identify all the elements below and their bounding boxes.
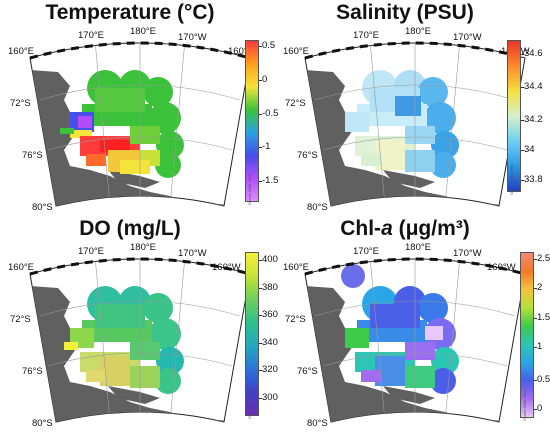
colorbar-tick-mark [521,86,524,88]
colorbar-tick-mark [259,287,262,289]
lon-label-180e: 180°E [130,26,156,37]
panel-title: Temperature (°C) [45,1,215,24]
colorbar-tick-label: 360 [262,309,278,321]
colorbar-tick-mark [534,288,537,290]
salinity-field [345,70,459,178]
colorbar-tick-label: 2.5 [537,252,550,264]
map-temperature [29,41,251,207]
lon-label-160w: 160°W [228,46,257,57]
do-field [64,286,184,394]
lat-label-72s: 72°S [10,98,31,109]
lon-label-170w: 170°W [453,248,482,259]
colorbar-tick-mark [259,397,262,399]
colorbar-tick-mark [259,46,262,48]
panel-title: Salinity (PSU) [336,1,474,24]
colorbar-tick-mark [259,180,262,182]
lon-label-170e: 170°E [353,246,379,257]
panel-title: Chl-a (μg/m³) [340,217,470,240]
panel-do: DO (mg/L) [0,216,278,432]
colorbar-tick-label: 34.4 [524,80,543,92]
colorbar-tick-mark [521,53,524,55]
colorbar-tick-label: 400 [262,254,278,266]
colorbar-tick-mark [259,80,262,81]
panel-chla: Chl-a (μg/m³) [275,216,550,432]
colorbar-tick-label: 0.5 [537,373,550,385]
lat-label-80s: 80°S [32,418,53,429]
colorbar-tick-mark [534,347,537,349]
lon-label-160e: 160°E [283,46,309,57]
lat-label-80s: 80°S [307,418,328,429]
colorbar-tick-label: 34.6 [524,47,543,59]
colorbar-tick-label: -1 [262,141,271,153]
temperature-field [60,70,184,178]
lat-label-76s: 76°S [297,366,318,377]
lat-label-80s: 80°S [307,202,328,213]
lon-label-170e: 170°E [78,246,104,257]
colorbar-tick-label: -1.5 [262,174,279,186]
lat-label-80s: 80°S [32,202,53,213]
colorbar-tick-label: 1 [537,341,543,353]
colorbar-tick-mark [259,370,262,372]
colorbar-tick-label: 380 [262,281,278,293]
lon-label-170e: 170°E [353,30,379,41]
colorbar-tick-mark [534,379,537,381]
colorbar-tick-label: 33.8 [524,173,543,185]
colorbar-tick-label: -0.5 [262,107,279,119]
colorbar-credit: Ocean Data View [509,163,514,195]
lon-label-170w: 170°W [178,32,207,43]
colorbar-tick-label: 34.2 [524,113,543,125]
colorbar-tick-label: 300 [262,391,278,403]
colorbar-tick-label: 0 [537,403,543,415]
lon-label-160e: 160°E [8,46,34,57]
panel-temperature: Temperature (°C) [0,0,279,216]
colorbar-tick-label: 2 [537,282,543,294]
colorbar-tick-mark [259,260,262,262]
panel-salinity: Salinity (PSU) [275,0,550,216]
colorbar-credit: Ocean Data View [247,173,252,205]
colorbar-tick-label: 340 [262,336,278,348]
lon-label-160e: 160°E [283,262,309,273]
map-do [29,257,251,423]
colorbar-tick-mark [534,409,537,411]
map-salinity [304,41,526,207]
lon-label-180e: 180°E [130,242,156,253]
colorbar-tick-mark [521,149,524,151]
colorbar-tick-mark [259,147,262,149]
colorbar-tick-mark [521,179,524,181]
chla-field [341,264,459,394]
colorbar-tick-label: 0.5 [262,40,276,52]
colorbar-credit: Ocean Data View [247,387,252,419]
colorbar-tick-mark [259,342,262,344]
lat-label-76s: 76°S [22,150,43,161]
colorbar [520,252,534,418]
lon-label-180e: 180°E [405,242,431,253]
colorbar-tick-mark [521,119,524,121]
colorbar-tick-label: 320 [262,364,278,376]
lat-label-72s: 72°S [285,98,306,109]
colorbar-tick-mark [259,113,262,115]
colorbar-tick-mark [534,317,537,319]
colorbar-tick-mark [534,258,537,260]
colorbar [245,252,259,416]
lon-label-170w: 170°W [178,248,207,259]
lon-label-160w: 160°W [487,262,516,273]
panel-title: DO (mg/L) [79,217,181,240]
colorbar-tick-mark [259,315,262,317]
colorbar [245,40,259,202]
colorbar [507,40,521,192]
colorbar-tick-label: 34 [524,143,535,155]
lon-label-170w: 170°W [453,32,482,43]
lon-label-160w: 160°W [212,262,241,273]
colorbar-tick-label: 1.5 [537,311,550,323]
colorbar-tick-label: 0 [262,74,268,85]
lat-label-72s: 72°S [285,314,306,325]
lon-label-160e: 160°E [8,262,34,273]
colorbar-credit: Ocean Data View [522,389,527,421]
lat-label-76s: 76°S [297,150,318,161]
lat-label-76s: 76°S [22,366,43,377]
lon-label-180e: 180°E [405,26,431,37]
lon-label-170e: 170°E [78,30,104,41]
lat-label-72s: 72°S [10,314,31,325]
